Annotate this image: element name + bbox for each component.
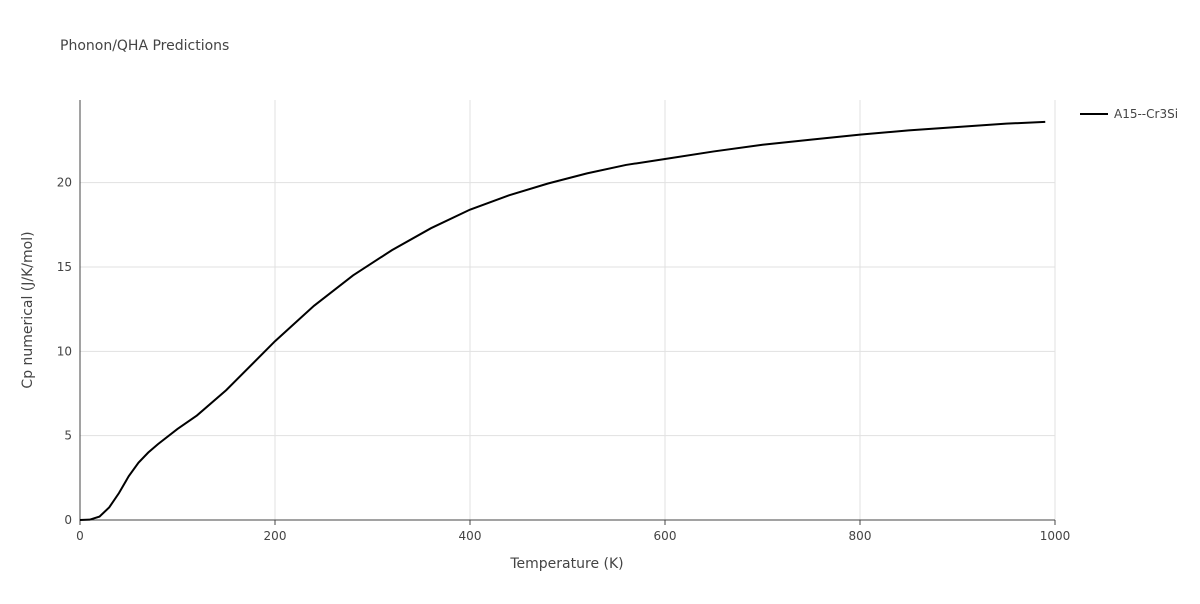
x-tick-label: 200 [264, 529, 287, 543]
y-tick-label: 10 [57, 344, 72, 358]
y-tick-label: 0 [64, 513, 72, 527]
x-tick-label: 1000 [1040, 529, 1071, 543]
y-axis-label: Cp numerical (J/K/mol) [20, 231, 36, 388]
x-tick-label: 800 [849, 529, 872, 543]
y-tick-label: 5 [64, 429, 72, 443]
chart-title: Phonon/QHA Predictions [60, 38, 229, 54]
x-tick-label: 400 [459, 529, 482, 543]
x-tick-label: 600 [654, 529, 677, 543]
line-series [79, 120, 1046, 521]
y-tick-label: 15 [57, 260, 72, 274]
x-tick-label: 0 [76, 529, 84, 543]
y-tick-label: 20 [57, 176, 72, 190]
x-axis-label: Temperature (K) [509, 556, 623, 572]
legend-label: A15--Cr3Si [1114, 107, 1178, 121]
